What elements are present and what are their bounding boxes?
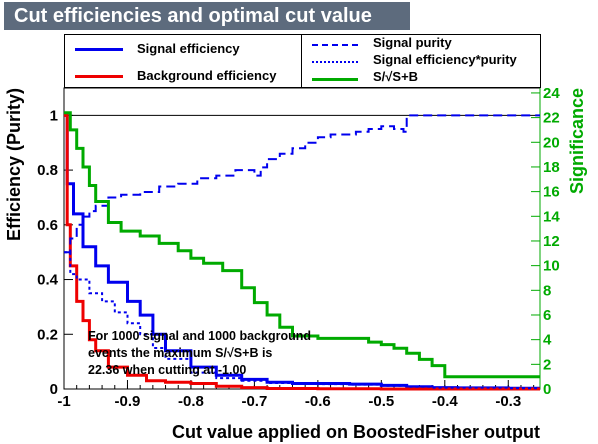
x-axis-title: Cut value applied on BoostedFisher outpu…: [172, 422, 540, 442]
y2-tick-label: 12: [543, 233, 560, 250]
legend-signal-purity-swatch: [312, 44, 358, 46]
legend-signal-efficiency-swatch: [75, 48, 123, 51]
legend-signal-efficiency-label: Signal efficiency: [137, 41, 240, 56]
y-axis-title: Efficiency (Purity): [4, 88, 24, 241]
y-tick-label: 1: [50, 107, 58, 124]
annotation-line-2: events the maximum S/√S+B is: [88, 346, 273, 360]
y-tick-label: 0.4: [37, 272, 59, 289]
series-line-1: [64, 113, 540, 391]
annotation-line-3: 22.36 when cutting at -1.00: [88, 363, 247, 377]
annotation-line-1: For 1000 signal and 1000 background: [88, 329, 311, 343]
series-line-3: [64, 251, 540, 390]
legend-efficiency-purity-swatch: [312, 61, 358, 63]
series-line-4: [64, 111, 540, 379]
y2-tick-label: 20: [543, 134, 560, 151]
optimal-cut-annotation: For 1000 signal and 1000 background even…: [88, 328, 311, 379]
y2-tick-label: 10: [543, 258, 560, 275]
series-line-2: [64, 114, 540, 254]
y-tick-label: 0: [50, 381, 58, 398]
legend-background-efficiency-label: Background efficiency: [137, 68, 277, 83]
chart-title: Cut efficiencies and optimal cut value: [4, 2, 410, 30]
y2-axis-title: Significance: [567, 88, 587, 194]
y2-tick-label: 24: [543, 85, 560, 102]
series-line-0: [64, 113, 540, 390]
y-tick-label: 0.8: [37, 162, 58, 179]
x-tick-label: -0.8: [178, 393, 204, 410]
y2-tick-label: 14: [543, 208, 560, 225]
x-tick-label: -0.5: [368, 393, 394, 410]
legend-significance-label: S/√S+B: [373, 69, 419, 84]
y2-tick-label: 6: [543, 307, 551, 324]
legend-signal-purity-label: Signal purity: [373, 35, 452, 50]
legend-background-efficiency-swatch: [75, 75, 123, 78]
y2-tick-label: 16: [543, 184, 560, 201]
x-tick-label: -0.6: [305, 393, 331, 410]
legend-efficiency-purity-label: Signal efficiency*purity: [373, 52, 517, 67]
legend-column-divider: [301, 35, 302, 87]
y-tick-label: 0.6: [37, 217, 58, 234]
y2-tick-label: 8: [543, 282, 551, 299]
y2-tick-label: 2: [543, 356, 551, 373]
y2-tick-label: 4: [543, 332, 552, 349]
x-tick-label: -0.3: [495, 393, 521, 410]
y-tick-label: 0.2: [37, 326, 58, 343]
y2-tick-label: 18: [543, 159, 560, 176]
legend-significance-swatch: [312, 78, 358, 81]
x-tick-label: -0.9: [115, 393, 141, 410]
x-tick-label: -0.4: [432, 393, 459, 410]
legend: Signal efficiency Background efficiency …: [64, 34, 541, 88]
x-tick-label: -0.7: [241, 393, 267, 410]
y2-tick-label: 0: [543, 381, 551, 398]
y2-tick-label: 22: [543, 110, 560, 127]
x-tick-label: -1: [57, 393, 70, 410]
